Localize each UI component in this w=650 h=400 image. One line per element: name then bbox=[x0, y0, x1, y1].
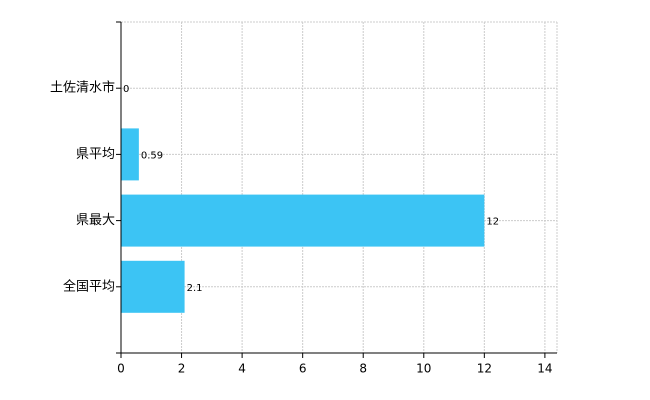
value-label: 12 bbox=[486, 217, 499, 228]
bar bbox=[121, 260, 185, 313]
x-tick-label: 14 bbox=[537, 362, 552, 376]
y-tick-label: 土佐清水市 bbox=[50, 80, 115, 96]
y-tick-label: 県平均 bbox=[76, 147, 115, 162]
bar bbox=[121, 128, 139, 181]
value-label: 0.59 bbox=[141, 150, 163, 161]
y-tick-label: 県最大 bbox=[76, 213, 115, 228]
x-tick-label: 6 bbox=[299, 362, 307, 376]
x-tick-label: 0 bbox=[117, 362, 125, 376]
y-tick-label: 全国平均 bbox=[63, 278, 115, 294]
x-tick-label: 8 bbox=[359, 362, 367, 376]
x-tick-label: 12 bbox=[477, 362, 492, 376]
x-tick-label: 2 bbox=[178, 362, 186, 376]
value-label: 2.1 bbox=[187, 283, 203, 294]
value-label: 0 bbox=[123, 84, 129, 95]
x-tick-label: 10 bbox=[416, 362, 431, 376]
bar bbox=[121, 194, 485, 247]
x-tick-label: 4 bbox=[238, 362, 246, 376]
